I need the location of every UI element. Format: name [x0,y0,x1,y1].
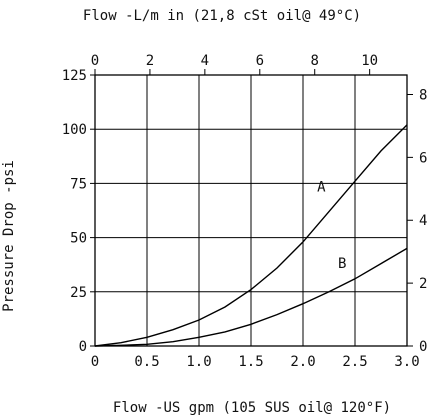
x-bottom-tick-label: 1.0 [186,354,211,370]
top-axis-title: Flow -L/m in (21,8 cSt oil@ 49°C) [83,8,361,24]
y-right-tick-label: 2 [419,276,427,292]
x-top-tick-label: 10 [361,53,378,69]
y-left-tick-label: 125 [62,68,87,84]
y-right-tick-label: 0 [419,339,427,355]
y-axis-title: Pressure Drop -psi [1,160,17,312]
x-bottom-tick-label: 0 [91,354,99,370]
curve-a [94,124,408,347]
x-top-tick-label: 0 [91,53,99,69]
x-bottom-tick-label: 3.0 [394,354,419,370]
y-left-tick-label: 100 [62,122,87,138]
curve-label-a: A [317,179,326,195]
curves: AB [94,124,408,347]
x-top-tick-label: 2 [146,53,154,69]
y-right-tick-label: 4 [419,213,427,229]
y-right-tick-label: 8 [419,87,427,103]
y-left-tick-label: 0 [79,339,87,355]
curve-b [94,247,408,347]
curve-label-b: B [338,256,346,272]
x-bottom-tick-label: 2.0 [290,354,315,370]
x-bottom-tick-label: 2.5 [342,354,367,370]
grid-lines [95,75,407,346]
y-left-tick-label: 25 [70,285,87,301]
x-bottom-tick-label: 1.5 [238,354,263,370]
x-top-tick-label: 4 [201,53,209,69]
y-left-tick-label: 50 [70,231,87,247]
x-axis-title: Flow -US gpm (105 SUS oil@ 120°F) [113,400,391,416]
x-top-tick-label: 6 [256,53,264,69]
plot-frame [94,74,408,347]
axis-ticks: 0 0.5 1.0 1.5 2.0 2.5 3.00 2 4 6 8 1002550751001250… [62,53,428,370]
x-top-tick-label: 8 [310,53,318,69]
x-bottom-tick-label: 0.5 [134,354,159,370]
y-right-tick-label: 6 [419,150,427,166]
y-left-tick-label: 75 [70,176,87,192]
